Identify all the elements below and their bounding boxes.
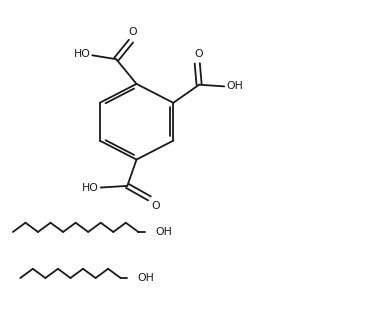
Text: O: O [194,49,203,60]
Text: OH: OH [226,81,243,91]
Text: HO: HO [82,183,99,192]
Text: O: O [152,201,161,211]
Text: OH: OH [155,227,172,237]
Text: OH: OH [137,273,154,283]
Text: O: O [128,27,137,37]
Text: HO: HO [73,49,90,59]
